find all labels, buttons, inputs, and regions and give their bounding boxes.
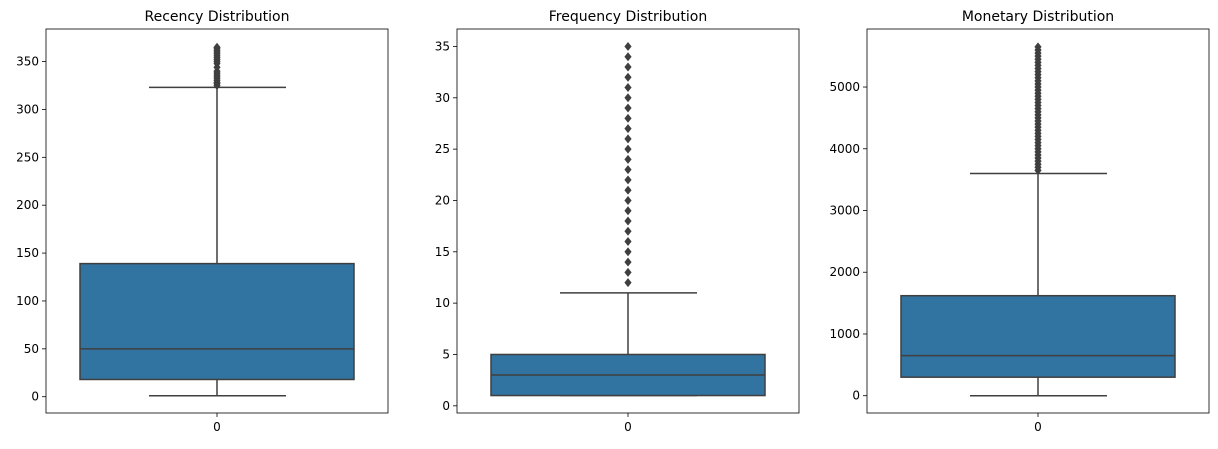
outlier-point (624, 144, 632, 154)
chart-title: Frequency Distribution (549, 9, 707, 25)
outlier-point (624, 247, 632, 257)
outlier-point (1034, 42, 1042, 52)
outlier-point (624, 113, 632, 123)
outlier-point (624, 134, 632, 144)
x-tick-label: 0 (213, 420, 221, 434)
outlier-point (624, 154, 632, 164)
outlier-point (624, 206, 632, 216)
outlier-point (624, 83, 632, 93)
y-tick-label: 350 (16, 55, 39, 69)
outlier-point (624, 175, 632, 185)
outlier-point (624, 165, 632, 175)
x-tick-label: 0 (1034, 420, 1042, 434)
outlier-point (624, 124, 632, 134)
iqr-box (900, 294, 1176, 378)
y-tick-label: 1000 (829, 327, 860, 341)
y-tick-label: 0 (852, 389, 860, 403)
y-tick-label: 200 (16, 198, 39, 212)
y-tick-label: 2000 (829, 265, 860, 279)
outlier-point (624, 93, 632, 103)
y-tick-label: 250 (16, 150, 39, 164)
y-tick-label: 300 (16, 102, 39, 116)
recency-boxplot: Recency Distribution 0 50 100 150 200 250 300 35… (16, 9, 389, 434)
chart-title: Monetary Distribution (962, 9, 1114, 25)
y-tick-label: 10 (435, 296, 450, 310)
chart-title: Recency Distribution (144, 9, 289, 25)
y-tick-label: 30 (435, 91, 450, 105)
y-tick-label: 4000 (829, 142, 860, 156)
y-tick-label: 0 (442, 399, 450, 413)
y-tick-label: 15 (435, 245, 450, 259)
y-tick-label: 25 (435, 142, 450, 156)
y-tick-label: 35 (435, 39, 450, 53)
outlier-point (624, 62, 632, 72)
outlier-point (213, 42, 221, 52)
monetary-boxplot: Monetary Distribution 0 1000 2000 3000 4000 50… (829, 9, 1210, 434)
iqr-box (79, 262, 355, 381)
outlier-point (624, 72, 632, 82)
y-tick-label: 20 (435, 193, 450, 207)
outlier-point (624, 237, 632, 247)
outlier-point (624, 226, 632, 236)
frequency-boxplot: Frequency Distribution 0 5 10 15 20 25 30 35 0 (435, 9, 800, 434)
outlier-point (624, 278, 632, 288)
outlier-point (624, 185, 632, 195)
outlier-point (624, 267, 632, 277)
y-tick-label: 5000 (829, 80, 860, 94)
outlier-point (624, 52, 632, 62)
outlier-point (624, 195, 632, 205)
y-tick-label: 3000 (829, 204, 860, 218)
outlier-point (624, 103, 632, 113)
y-tick-label: 100 (16, 294, 39, 308)
outlier-point (624, 41, 632, 51)
x-tick-label: 0 (624, 420, 632, 434)
y-tick-label: 5 (442, 347, 450, 361)
y-tick-label: 50 (24, 342, 39, 356)
outlier-point (624, 257, 632, 267)
y-tick-label: 0 (31, 390, 39, 404)
outlier-point (624, 216, 632, 226)
y-tick-label: 150 (16, 246, 39, 260)
